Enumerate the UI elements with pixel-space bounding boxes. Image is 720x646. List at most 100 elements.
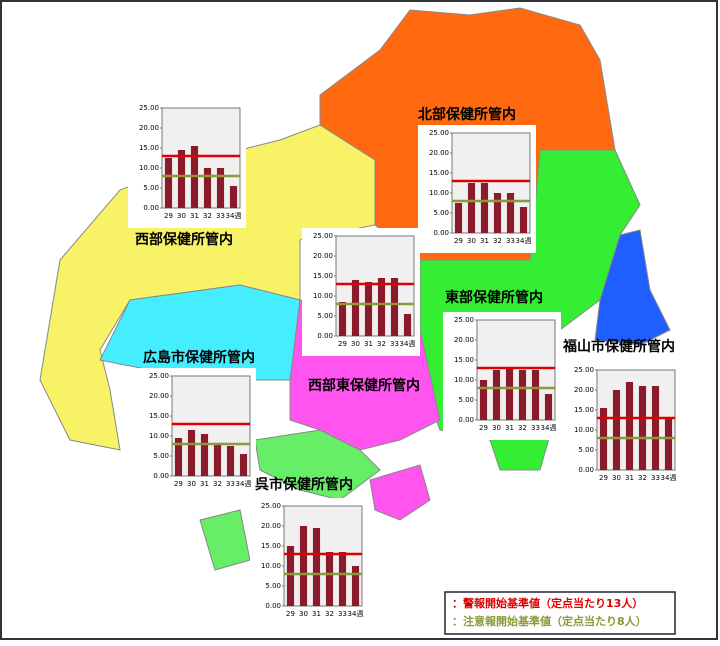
x-tick-label: 31 bbox=[190, 212, 199, 220]
bar bbox=[531, 370, 540, 420]
y-tick-label: 5.00 bbox=[265, 582, 281, 590]
x-tick-label: 29 bbox=[479, 424, 488, 432]
x-tick-label: 31 bbox=[505, 424, 514, 432]
mini-chart: 0.00 5.00 10.00 15.00 20.00 25.00 29 30 31 32 33 34… bbox=[563, 362, 681, 490]
bar bbox=[177, 150, 186, 208]
bar bbox=[505, 368, 514, 420]
y-tick-label: 25.00 bbox=[429, 129, 449, 137]
x-tick-label: 29 bbox=[599, 474, 608, 482]
x-tick-label: 31 bbox=[200, 480, 209, 488]
x-tick-label: 29 bbox=[164, 212, 173, 220]
x-tick-label: 30 bbox=[612, 474, 621, 482]
y-tick-label: 10.00 bbox=[454, 376, 474, 384]
plot-area bbox=[476, 319, 556, 421]
y-tick-label: 5.00 bbox=[458, 396, 474, 404]
x-tick-label: 33 bbox=[506, 237, 515, 245]
y-tick-label: 20.00 bbox=[454, 336, 474, 344]
y-tick-label: 0.00 bbox=[433, 229, 449, 237]
x-tick-label: 31 bbox=[480, 237, 489, 245]
y-tick-label: 10.00 bbox=[429, 189, 449, 197]
bar bbox=[351, 566, 360, 606]
x-tick-label: 31 bbox=[312, 610, 321, 618]
bar bbox=[519, 207, 528, 233]
y-tick-label: 0.00 bbox=[578, 466, 594, 474]
bar bbox=[390, 278, 399, 336]
y-tick-label: 0.00 bbox=[143, 204, 159, 212]
mini-chart: 0.00 5.00 10.00 15.00 20.00 25.00 29 30 31 32 33 34… bbox=[250, 498, 368, 626]
y-tick-label: 25.00 bbox=[574, 366, 594, 374]
bar bbox=[479, 380, 488, 420]
y-tick-label: 10.00 bbox=[149, 432, 169, 440]
bar bbox=[664, 418, 673, 470]
mini-chart: 0.00 5.00 10.00 15.00 20.00 25.00 29 30 31 32 33 34… bbox=[443, 312, 561, 440]
mini-chart: 0.00 5.00 10.00 15.00 20.00 25.00 29 30 31 32 33 34… bbox=[128, 100, 246, 228]
x-tick-label: 30 bbox=[187, 480, 196, 488]
x-tick-label: 33 bbox=[651, 474, 660, 482]
chart-title: 西部保健所管内 bbox=[135, 231, 233, 248]
region-hiroshima bbox=[99, 284, 301, 381]
chart-title: 呉市保健所管内 bbox=[255, 476, 353, 493]
x-tick-label: 29 bbox=[338, 340, 347, 348]
bar bbox=[492, 370, 501, 420]
bar bbox=[174, 438, 183, 476]
x-tick-label: 34週 bbox=[541, 423, 557, 432]
x-tick-label: 30 bbox=[351, 340, 360, 348]
x-tick-label: 30 bbox=[299, 610, 308, 618]
y-tick-label: 15.00 bbox=[149, 412, 169, 420]
x-tick-label: 31 bbox=[625, 474, 634, 482]
bar bbox=[187, 430, 196, 476]
bar bbox=[239, 454, 248, 476]
x-tick-label: 33 bbox=[390, 340, 399, 348]
bar bbox=[506, 193, 515, 233]
x-tick-label: 32 bbox=[493, 237, 502, 245]
bar bbox=[216, 168, 225, 208]
y-tick-label: 25.00 bbox=[149, 372, 169, 380]
bar bbox=[286, 546, 295, 606]
y-tick-label: 25.00 bbox=[313, 232, 333, 240]
bar bbox=[518, 370, 527, 420]
x-tick-label: 33 bbox=[216, 212, 225, 220]
bar bbox=[213, 444, 222, 476]
y-tick-label: 5.00 bbox=[317, 312, 333, 320]
mini-chart: 0.00 5.00 10.00 15.00 20.00 25.00 29 30 31 32 33 34… bbox=[302, 228, 420, 356]
plot-area bbox=[596, 369, 676, 471]
y-tick-label: 10.00 bbox=[313, 292, 333, 300]
y-tick-label: 20.00 bbox=[149, 392, 169, 400]
x-tick-label: 33 bbox=[226, 480, 235, 488]
y-tick-label: 5.00 bbox=[153, 452, 169, 460]
x-tick-label: 34週 bbox=[226, 211, 242, 220]
y-tick-label: 5.00 bbox=[433, 209, 449, 217]
bar bbox=[229, 186, 238, 208]
y-tick-label: 25.00 bbox=[454, 316, 474, 324]
bar bbox=[364, 282, 373, 336]
x-tick-label: 30 bbox=[177, 212, 186, 220]
y-tick-label: 10.00 bbox=[139, 164, 159, 172]
plot-area bbox=[161, 107, 241, 209]
mini-chart: 0.00 5.00 10.00 15.00 20.00 25.00 29 30 31 32 33 34… bbox=[418, 125, 536, 253]
legend-entry: ：注意報開始基準値（定点当たり8人） bbox=[452, 614, 647, 628]
bar bbox=[338, 552, 347, 606]
bar bbox=[377, 278, 386, 336]
x-tick-label: 30 bbox=[492, 424, 501, 432]
bar bbox=[467, 183, 476, 233]
chart-title: 西部東保健所管内 bbox=[308, 377, 420, 394]
y-tick-label: 0.00 bbox=[153, 472, 169, 480]
x-tick-label: 32 bbox=[638, 474, 647, 482]
x-tick-label: 34週 bbox=[400, 339, 416, 348]
bar bbox=[338, 302, 347, 336]
x-tick-label: 33 bbox=[338, 610, 347, 618]
y-tick-label: 15.00 bbox=[454, 356, 474, 364]
chart-title: 北部保健所管内 bbox=[418, 106, 516, 123]
bar bbox=[203, 168, 212, 208]
island bbox=[369, 464, 431, 521]
legend-box bbox=[444, 591, 676, 635]
region-fukuyama bbox=[594, 229, 671, 346]
bar bbox=[612, 390, 621, 470]
y-tick-label: 15.00 bbox=[429, 169, 449, 177]
bar bbox=[403, 314, 412, 336]
bar bbox=[312, 528, 321, 606]
y-tick-label: 10.00 bbox=[261, 562, 281, 570]
mini-chart: 0.00 5.00 10.00 15.00 20.00 25.00 29 30 31 32 33 34… bbox=[138, 368, 256, 496]
bar bbox=[544, 394, 553, 420]
